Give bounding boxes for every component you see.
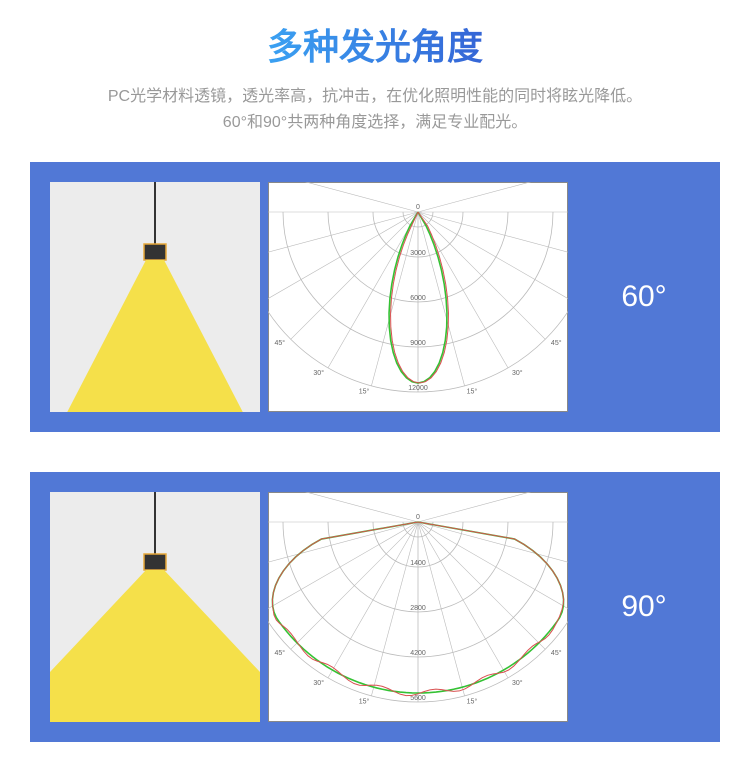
angle-label: 60° (568, 280, 720, 314)
polar-panel: 015°15°30°30°45°45°60°60°75°75°90°90°105… (268, 492, 568, 722)
svg-text:3000: 3000 (410, 250, 426, 257)
lamp-illustration (50, 492, 260, 722)
svg-text:9000: 9000 (410, 340, 426, 347)
beam-angle-card: 015°15°30°30°45°45°60°60°75°75°90°90°105… (30, 472, 720, 742)
svg-text:45°: 45° (274, 339, 285, 347)
svg-text:45°: 45° (551, 649, 562, 657)
svg-text:30°: 30° (512, 679, 523, 687)
lamp-panel (50, 492, 260, 722)
lamp-panel (50, 182, 260, 412)
svg-text:15°: 15° (467, 698, 478, 706)
svg-text:45°: 45° (551, 339, 562, 347)
lamp-illustration (50, 182, 260, 412)
svg-text:30°: 30° (313, 369, 324, 377)
beam-angle-card: 015°15°30°30°45°45°60°60°75°75°90°90°105… (30, 162, 720, 432)
polar-panel: 015°15°30°30°45°45°60°60°75°75°90°90°105… (268, 182, 568, 412)
svg-text:2800: 2800 (410, 605, 426, 612)
svg-text:30°: 30° (512, 369, 523, 377)
svg-text:0: 0 (416, 204, 420, 211)
angle-label: 90° (568, 590, 720, 624)
subtitle: PC光学材料透镜，透光率高，抗冲击，在优化照明性能的同时将眩光降低。 60°和9… (0, 84, 750, 136)
title-text: 多种发光角度 (267, 26, 483, 67)
svg-text:12000: 12000 (408, 385, 428, 392)
svg-text:45°: 45° (274, 649, 285, 657)
svg-text:30°: 30° (313, 679, 324, 687)
subtitle-line2: 60°和90°共两种角度选择，满足专业配光。 (223, 114, 527, 131)
polar-diagram: 015°15°30°30°45°45°60°60°75°75°90°90°105… (268, 492, 568, 722)
svg-text:6000: 6000 (410, 295, 426, 302)
page-title: 多种发光角度 (0, 0, 750, 70)
subtitle-line1: PC光学材料透镜，透光率高，抗冲击，在优化照明性能的同时将眩光降低。 (108, 88, 642, 105)
polar-diagram: 015°15°30°30°45°45°60°60°75°75°90°90°105… (268, 182, 568, 412)
svg-text:15°: 15° (359, 698, 370, 706)
svg-text:1400: 1400 (410, 560, 426, 567)
svg-text:15°: 15° (359, 388, 370, 396)
svg-text:15°: 15° (467, 388, 478, 396)
svg-text:4200: 4200 (410, 650, 426, 657)
svg-text:0: 0 (416, 514, 420, 521)
svg-text:5600: 5600 (410, 695, 426, 702)
